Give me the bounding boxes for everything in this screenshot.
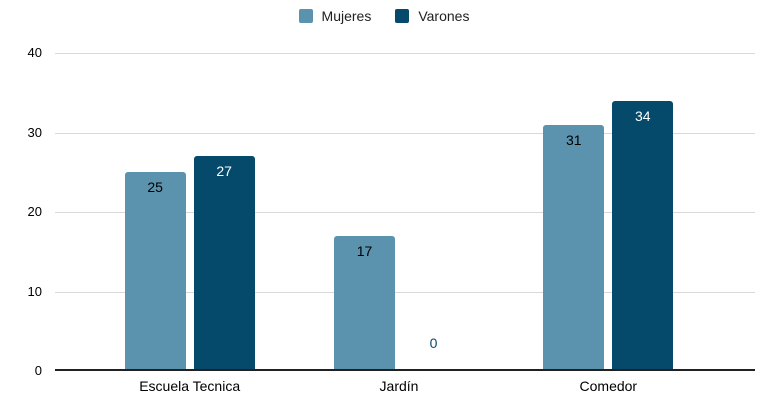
gridline	[55, 291, 755, 293]
x-axis-label-jardin: Jardín	[379, 378, 419, 394]
legend-item-varones[interactable]: Varones	[395, 8, 469, 24]
bar-mujeres-comedor[interactable]: 31	[543, 124, 605, 371]
bar-value-label: 25	[147, 179, 163, 196]
plot-area: 25 27 17 0 31 34	[55, 53, 755, 371]
y-tick-label: 20	[27, 204, 42, 219]
y-tick-label: 10	[27, 283, 42, 299]
bar-value-label: 34	[635, 107, 651, 124]
bar-value-label: 0	[429, 335, 438, 351]
bar-group-jardin: 17 0	[294, 53, 503, 371]
legend-swatch-varones-icon	[395, 9, 410, 23]
legend-item-mujeres[interactable]: Mujeres	[298, 8, 372, 24]
bar-varones-escuela-tecnica[interactable]: 27	[193, 156, 255, 371]
x-axis-label-escuela-tecnica: Escuela Tecnica	[139, 378, 241, 394]
y-axis: 0 10 20 30 40	[0, 45, 45, 378]
legend-swatch-mujeres-icon	[298, 9, 313, 23]
x-axis-labels: Escuela Tecnica Jardín Comedor	[85, 378, 713, 394]
legend-label: Varones	[418, 8, 470, 24]
bar-group-comedor: 31 34	[504, 53, 713, 371]
bar-mujeres-escuela-tecnica[interactable]: 25	[124, 172, 186, 371]
bar-group-escuela-tecnica: 25 27	[85, 53, 294, 371]
y-tick-label: 0	[34, 363, 42, 378]
gridline	[55, 212, 755, 213]
legend-label: Mujeres	[321, 8, 372, 24]
bar-groups: 25 27 17 0 31 34	[85, 53, 713, 371]
x-axis-line	[55, 369, 755, 371]
bar-value-label: 31	[566, 131, 582, 148]
bar-value-label: 17	[356, 242, 373, 259]
y-tick-label: 30	[27, 124, 42, 140]
gridline	[55, 132, 755, 134]
bar-value-label: 27	[216, 163, 232, 180]
chart-legend: Mujeres Varones	[0, 8, 768, 24]
x-axis-label-comedor: Comedor	[579, 378, 638, 394]
gridline	[55, 53, 755, 54]
y-tick-label: 40	[27, 45, 42, 60]
bar-mujeres-jardin[interactable]: 17	[333, 235, 395, 371]
bar-varones-comedor[interactable]: 34	[612, 100, 674, 371]
